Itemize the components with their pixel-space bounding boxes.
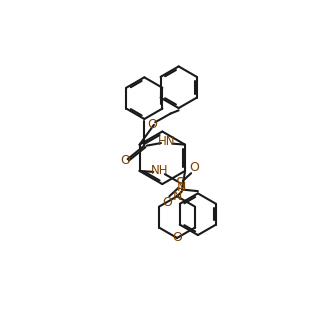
Text: O: O	[172, 232, 182, 244]
Text: NH: NH	[151, 165, 168, 177]
Text: N: N	[177, 181, 187, 194]
Text: O: O	[162, 196, 172, 209]
Text: O: O	[147, 118, 157, 131]
Text: HN: HN	[158, 135, 175, 148]
Text: N: N	[172, 190, 182, 203]
Text: O: O	[189, 161, 199, 174]
Text: S: S	[175, 176, 185, 192]
Text: O: O	[120, 154, 130, 167]
